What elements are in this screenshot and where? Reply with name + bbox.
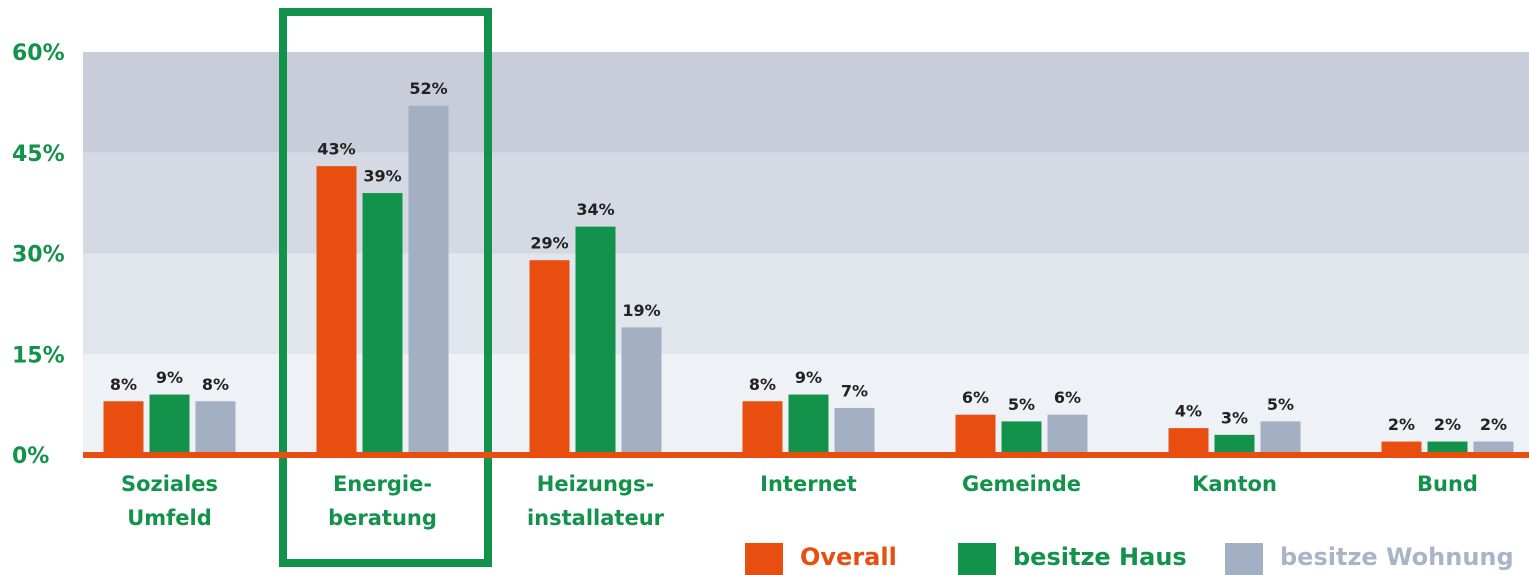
- x-tick-label: Bund: [1417, 472, 1478, 496]
- data-label: 2%: [1434, 415, 1461, 434]
- bar: [1047, 414, 1088, 455]
- y-tick-label: 30%: [12, 243, 65, 268]
- data-label: 8%: [749, 375, 776, 394]
- grid-band: [83, 253, 1529, 355]
- data-label: 2%: [1480, 415, 1507, 434]
- data-label: 5%: [1008, 395, 1035, 414]
- data-label: 43%: [317, 140, 355, 159]
- data-label: 2%: [1388, 415, 1415, 434]
- legend-swatch: [745, 543, 783, 575]
- y-tick-label: 15%: [12, 343, 65, 368]
- bar: [103, 401, 144, 455]
- bar: [1473, 441, 1514, 455]
- bar: [529, 260, 570, 455]
- x-tick-label: Kanton: [1192, 472, 1277, 496]
- x-tick-label: beratung: [328, 506, 437, 530]
- data-label: 8%: [110, 375, 137, 394]
- bar: [1001, 421, 1042, 455]
- bar: [362, 193, 403, 456]
- bar: [195, 401, 236, 455]
- grid-band: [83, 52, 1529, 153]
- legend-label: Overall: [800, 543, 897, 571]
- x-tick-label: Energie-: [333, 472, 432, 496]
- data-label: 6%: [962, 388, 989, 407]
- bar: [955, 414, 996, 455]
- bar: [1260, 421, 1301, 455]
- data-label: 52%: [409, 79, 447, 98]
- x-tick-label: Internet: [760, 472, 857, 496]
- data-label: 29%: [530, 234, 568, 253]
- bar: [149, 394, 190, 455]
- highlight-box: [279, 8, 492, 567]
- legend-label: besitze Haus: [1013, 543, 1187, 571]
- x-tick-label: Soziales: [121, 472, 218, 496]
- bar: [834, 407, 875, 455]
- data-label: 6%: [1054, 388, 1081, 407]
- bar: [742, 401, 783, 455]
- bar: [621, 327, 662, 455]
- data-label: 4%: [1175, 402, 1202, 421]
- data-label: 7%: [841, 381, 868, 400]
- bar: [1168, 428, 1209, 455]
- x-tick-label: Umfeld: [127, 506, 212, 530]
- x-tick-label: Heizungs-: [537, 472, 654, 496]
- legend-swatch: [958, 543, 996, 575]
- bar: [575, 226, 616, 455]
- data-label: 34%: [576, 200, 614, 219]
- bar: [1214, 434, 1255, 455]
- legend-label: besitze Wohnung: [1280, 543, 1514, 571]
- bar: [408, 105, 449, 455]
- x-tick-label: installateur: [527, 506, 665, 530]
- legend-swatch: [1225, 543, 1263, 575]
- x-tick-label: Gemeinde: [962, 472, 1081, 496]
- y-tick-label: 60%: [12, 41, 65, 66]
- data-label: 3%: [1221, 408, 1248, 427]
- bar: [1381, 441, 1422, 455]
- data-label: 5%: [1267, 395, 1294, 414]
- data-label: 19%: [622, 301, 660, 320]
- bar: [1427, 441, 1468, 455]
- data-label: 8%: [202, 375, 229, 394]
- data-label: 39%: [363, 167, 401, 186]
- background-bands: [83, 52, 1529, 455]
- y-tick-label: 45%: [12, 142, 65, 167]
- grid-band: [83, 152, 1529, 254]
- data-label: 9%: [795, 368, 822, 387]
- y-tick-label: 0%: [12, 444, 49, 469]
- data-label: 9%: [156, 368, 183, 387]
- bar: [788, 394, 829, 455]
- bar: [316, 166, 357, 455]
